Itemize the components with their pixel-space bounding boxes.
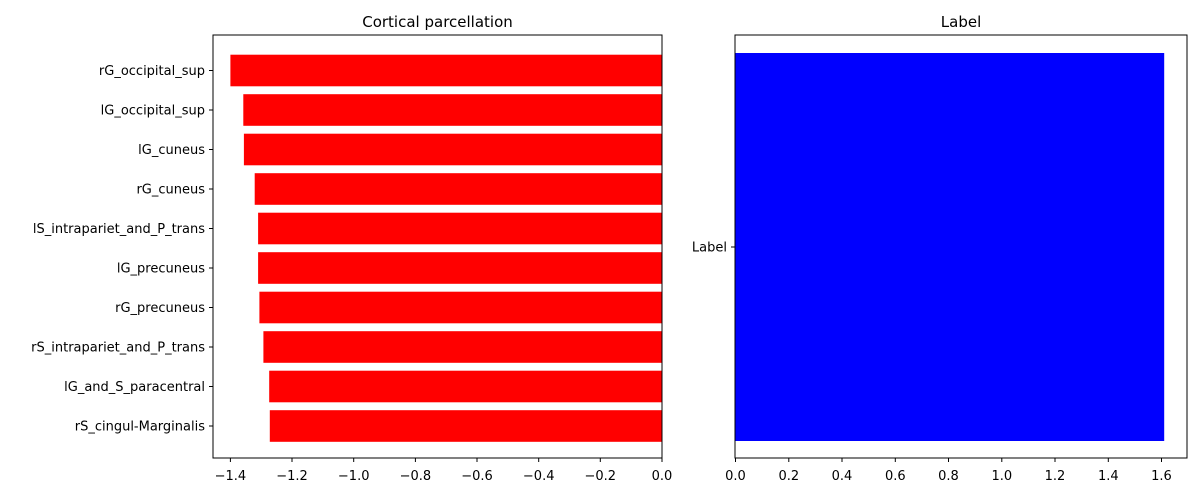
ytick-label-rG_occipital_sup: rG_occipital_sup: [99, 64, 205, 79]
bar-lG_precuneus: [258, 252, 662, 284]
ytick-label-lG_cuneus: lG_cuneus: [138, 143, 205, 158]
ytick-label-rS_cingul-Marginalis: rS_cingul-Marginalis: [75, 420, 205, 435]
xtick-label: 0.4: [832, 469, 853, 484]
chart-title-cortical-parcellation: Cortical parcellation: [362, 13, 513, 31]
xtick-label: −1.2: [276, 469, 308, 484]
bar-lS_intrapariet_and_P_trans: [258, 212, 662, 245]
bar-rS_intrapariet_and_P_trans: [263, 331, 662, 363]
ytick-label-lG_and_S_paracentral: lG_and_S_paracentral: [64, 380, 205, 395]
ytick-label-rG_precuneus: rG_precuneus: [115, 301, 205, 316]
chart-title-label: Label: [941, 13, 981, 31]
bar-Label: [735, 53, 1165, 441]
bar-lG_and_S_paracentral: [269, 370, 662, 403]
xtick-label: 0.8: [938, 469, 959, 484]
ytick-label-Label: Label: [692, 241, 727, 256]
bar-rS_cingul-Marginalis: [269, 410, 662, 442]
xtick-label: 1.4: [1098, 469, 1119, 484]
xtick-label: −1.0: [338, 469, 370, 484]
ytick-label-rS_intrapariet_and_P_trans: rS_intrapariet_and_P_trans: [31, 341, 205, 356]
ytick-label-rG_cuneus: rG_cuneus: [136, 183, 205, 198]
xtick-label: −0.6: [461, 469, 493, 484]
xtick-label: 1.6: [1151, 469, 1172, 484]
xtick-label: −0.4: [523, 469, 555, 484]
bar-lG_cuneus: [243, 133, 662, 166]
xtick-label: −1.4: [215, 469, 247, 484]
xtick-label: 1.0: [991, 469, 1012, 484]
bar-rG_occipital_sup: [230, 54, 662, 87]
axes-frame: [212, 34, 663, 459]
xtick-label: 0.6: [885, 469, 906, 484]
ytick-label-lG_precuneus: lG_precuneus: [117, 262, 205, 277]
subplot-label: Label 0.0 0.2 0.4 0.6 0.8 1.0 1.2 1.4 1.6 Label: [692, 13, 1188, 484]
xtick-label: 0.0: [725, 469, 746, 484]
xtick-label: −0.2: [585, 469, 617, 484]
xtick-label: 1.2: [1045, 469, 1066, 484]
ytick-label-lS_intrapariet_and_P_trans: lS_intrapariet_and_P_trans: [33, 222, 205, 237]
bar-rG_cuneus: [254, 173, 662, 205]
bar-rG_precuneus: [259, 291, 662, 324]
xtick-label: 0.2: [778, 469, 799, 484]
ytick-label-lG_occipital_sup: lG_occipital_sup: [101, 104, 205, 119]
axes-frame: [734, 34, 1188, 459]
xtick-label: −0.8: [400, 469, 432, 484]
xtick-label: 0.0: [652, 469, 673, 484]
subplot-cortical-parcellation: rG_occipital_sup lG_occipital_sup lG_cuneu…: [31, 13, 672, 484]
bar-lG_occipital_sup: [243, 94, 663, 126]
